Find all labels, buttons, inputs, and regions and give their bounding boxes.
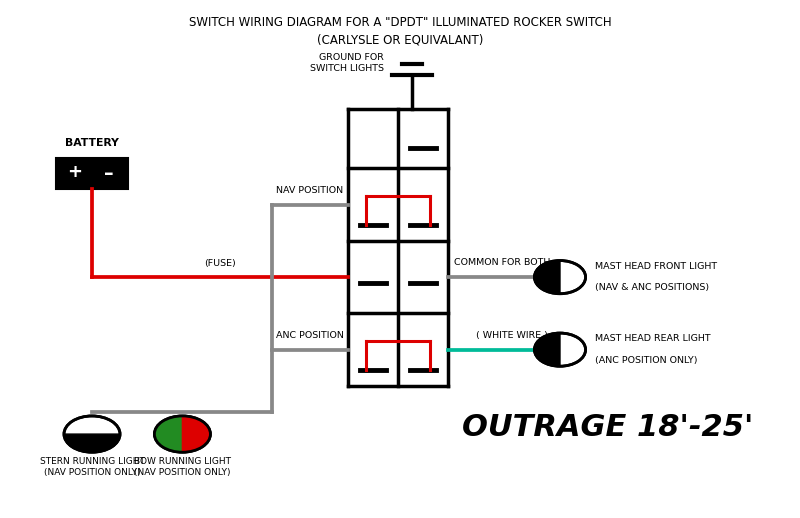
- Text: +: +: [67, 164, 82, 181]
- Text: COMMON FOR BOTH: COMMON FOR BOTH: [454, 258, 550, 267]
- Text: BATTERY: BATTERY: [65, 138, 119, 148]
- Text: (ANC POSITION ONLY): (ANC POSITION ONLY): [595, 356, 698, 365]
- Text: SWITCH WIRING DIAGRAM FOR A "DPDT" ILLUMINATED ROCKER SWITCH: SWITCH WIRING DIAGRAM FOR A "DPDT" ILLUM…: [189, 16, 611, 28]
- Circle shape: [154, 416, 210, 452]
- Text: MAST HEAD REAR LIGHT: MAST HEAD REAR LIGHT: [595, 335, 711, 343]
- Text: NAV POSITION: NAV POSITION: [276, 186, 343, 195]
- Polygon shape: [534, 261, 560, 294]
- Text: (NAV & ANC POSITIONS): (NAV & ANC POSITIONS): [595, 283, 710, 292]
- Text: OUTRAGE 18'-25': OUTRAGE 18'-25': [462, 413, 754, 442]
- Text: STERN RUNNING LIGHT
(NAV POSITION ONLY): STERN RUNNING LIGHT (NAV POSITION ONLY): [39, 457, 145, 477]
- Polygon shape: [154, 416, 182, 452]
- Text: MAST HEAD FRONT LIGHT: MAST HEAD FRONT LIGHT: [595, 262, 718, 271]
- Circle shape: [64, 416, 120, 452]
- Polygon shape: [64, 434, 120, 452]
- Text: (FUSE): (FUSE): [204, 259, 236, 268]
- Text: ( WHITE WIRE ): ( WHITE WIRE ): [476, 332, 548, 340]
- Text: ANC POSITION: ANC POSITION: [276, 332, 344, 340]
- Text: (CARLYSLE OR EQUIVALANT): (CARLYSLE OR EQUIVALANT): [317, 34, 483, 47]
- Polygon shape: [182, 416, 210, 452]
- Text: BOW RUNNING LIGHT
(NAV POSITION ONLY): BOW RUNNING LIGHT (NAV POSITION ONLY): [134, 457, 231, 477]
- Text: –: –: [105, 164, 114, 183]
- Text: GROUND FOR
SWITCH LIGHTS: GROUND FOR SWITCH LIGHTS: [310, 53, 384, 73]
- Circle shape: [534, 261, 586, 294]
- Circle shape: [534, 333, 586, 366]
- Bar: [56, 158, 128, 189]
- Polygon shape: [534, 333, 560, 366]
